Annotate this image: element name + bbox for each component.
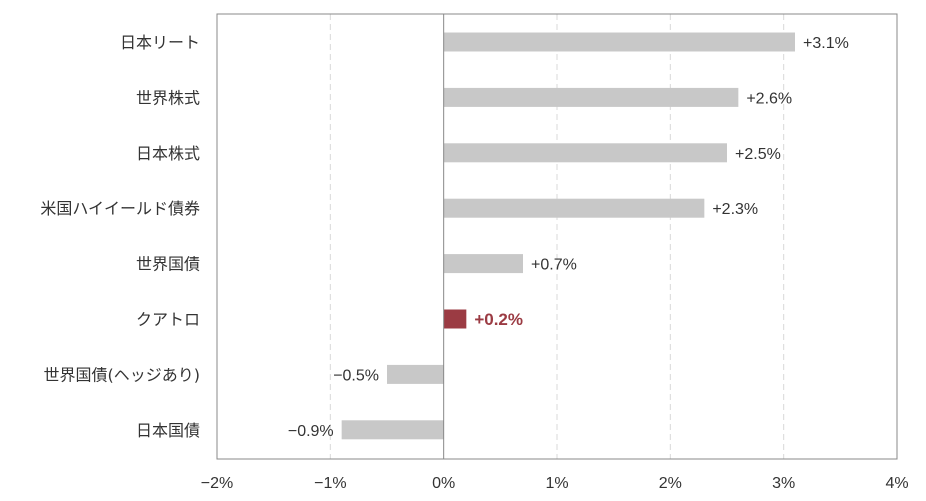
bar-2 (443, 143, 727, 163)
bars (341, 32, 795, 440)
category-label-7: 日本国債 (136, 421, 200, 440)
value-label-4: +0.7% (531, 257, 577, 274)
value-label-0: +3.1% (803, 35, 849, 52)
x-tick-label-0: −2% (201, 475, 233, 492)
bar-0 (443, 32, 795, 52)
value-label-1: +2.6% (746, 90, 792, 107)
x-tick-label-2: 0% (432, 475, 455, 492)
category-label-2: 日本株式 (136, 144, 200, 163)
x-tick-label-6: 4% (885, 475, 908, 492)
value-label-2: +2.5% (735, 146, 781, 163)
plot-area-frame (216, 13, 898, 460)
bar-3 (443, 198, 705, 218)
x-tick-label-4: 2% (659, 475, 682, 492)
x-tick-labels: −2% −1% 0% 1% 2% 3% 4% (201, 475, 909, 492)
category-label-6: 世界国債(ヘッジあり) (44, 365, 201, 384)
category-labels: 日本リート世界株式日本株式米国ハイイールド債券世界国債クアトロ世界国債(ヘッジあ… (40, 33, 200, 440)
x-tick-label-1: −1% (314, 475, 346, 492)
category-label-4: 世界国債 (136, 255, 200, 274)
category-label-0: 日本リート (120, 33, 200, 52)
bar-6 (387, 364, 444, 384)
x-tick-label-3: 1% (545, 475, 568, 492)
category-label-5: クアトロ (136, 310, 200, 329)
bar-1 (443, 87, 739, 107)
category-label-1: 世界株式 (136, 88, 200, 107)
x-tick-label-5: 3% (772, 475, 795, 492)
value-label-7: −0.9% (288, 423, 334, 440)
value-labels: +3.1% +2.6% +2.5% +2.3% +0.7% +0.2% −0.5% −0.9% (288, 35, 849, 440)
category-label-3: 米国ハイイールド債券 (40, 199, 200, 218)
bar-5 (443, 309, 467, 329)
bar-4 (443, 254, 523, 274)
value-label-6: −0.5% (333, 367, 379, 384)
value-label-3: +2.3% (712, 201, 758, 218)
grid-lines (329, 14, 785, 459)
value-label-5: +0.2% (474, 310, 523, 329)
bar-7 (341, 420, 444, 440)
